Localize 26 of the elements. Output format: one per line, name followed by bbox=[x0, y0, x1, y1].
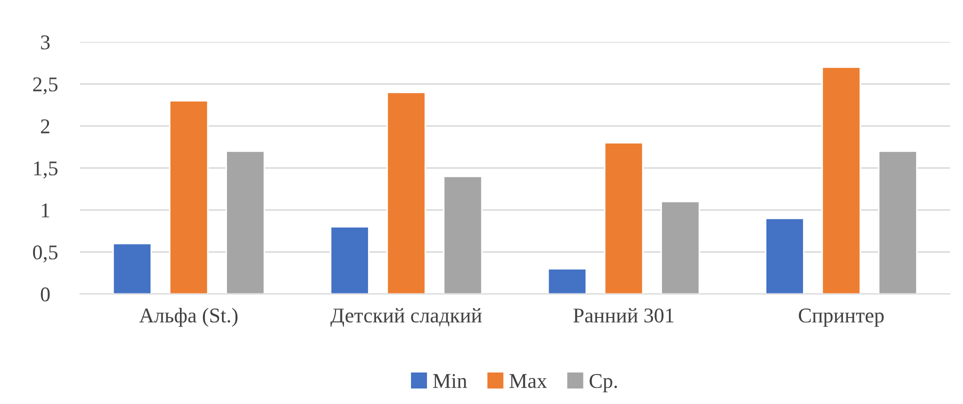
legend-label: Ср. bbox=[590, 374, 617, 392]
x-tick-label: Спринтер bbox=[798, 308, 884, 327]
bar bbox=[878, 150, 918, 294]
y-tick-label: 2 bbox=[40, 119, 50, 134]
bar bbox=[112, 242, 152, 294]
bar bbox=[822, 66, 861, 294]
x-tick-label: Альфа (St.) bbox=[139, 308, 238, 327]
legend-label: Min bbox=[433, 374, 467, 388]
y-tick-label: 1,5 bbox=[34, 161, 58, 178]
y-tick-label: 0 bbox=[40, 287, 50, 302]
y-tick-label: 0,5 bbox=[33, 245, 58, 262]
bar bbox=[660, 200, 700, 294]
bar bbox=[547, 268, 587, 294]
bar bbox=[226, 150, 266, 294]
x-tick-label: Детский сладкий bbox=[330, 308, 482, 327]
y-tick-label: 1 bbox=[42, 203, 50, 218]
bar bbox=[330, 226, 370, 294]
bar bbox=[764, 218, 804, 294]
y-tick-label: 3 bbox=[41, 35, 50, 50]
y-tick-label: 2,5 bbox=[33, 77, 58, 94]
bar bbox=[443, 176, 483, 294]
x-tick-label: Ранний 301 bbox=[573, 308, 674, 323]
legend-label: Max bbox=[510, 374, 547, 388]
bar bbox=[604, 142, 644, 294]
bar bbox=[169, 100, 208, 294]
bar bbox=[386, 92, 426, 294]
